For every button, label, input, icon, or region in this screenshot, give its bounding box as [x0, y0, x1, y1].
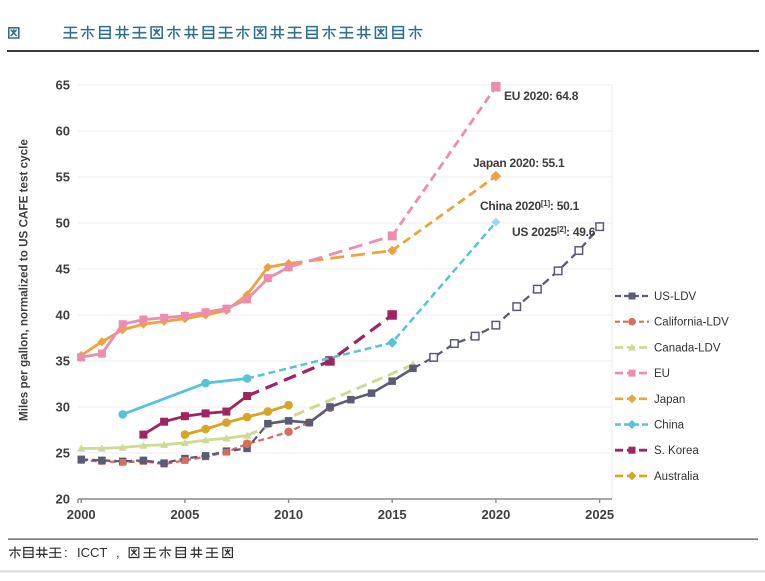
svg-text:ICCT: ICCT [77, 545, 107, 560]
svg-text:California-LDV: California-LDV [654, 317, 729, 329]
svg-text:2005: 2005 [170, 507, 199, 522]
svg-text:Canada-LDV: Canada-LDV [654, 342, 721, 354]
svg-text:2010: 2010 [274, 507, 303, 522]
svg-text:2000: 2000 [67, 507, 96, 522]
svg-text::: : [64, 545, 68, 560]
svg-text:2025: 2025 [585, 507, 614, 522]
svg-text:40: 40 [56, 308, 70, 323]
svg-text:35: 35 [56, 354, 70, 369]
svg-text:EU 2020: 64.8: EU 2020: 64.8 [504, 89, 579, 103]
svg-text:Australia: Australia [654, 471, 699, 483]
svg-text:45: 45 [56, 262, 70, 277]
svg-text:China 2020[1]: 50.1: China 2020[1]: 50.1 [480, 199, 580, 213]
svg-text:China: China [654, 420, 685, 432]
svg-text:65: 65 [56, 78, 70, 93]
svg-text:US-LDV: US-LDV [654, 291, 697, 303]
svg-text:S. Korea: S. Korea [654, 445, 699, 457]
svg-text:,: , [116, 545, 120, 560]
svg-text:55: 55 [56, 170, 70, 185]
svg-text:30: 30 [56, 400, 70, 415]
svg-text:2015: 2015 [378, 507, 407, 522]
svg-text:EU: EU [654, 368, 670, 380]
svg-text:25: 25 [56, 446, 70, 461]
svg-text:50: 50 [56, 216, 70, 231]
svg-text:Japan: Japan [654, 394, 685, 406]
svg-text:US 2025[2]: 49.6: US 2025[2]: 49.6 [512, 225, 596, 239]
svg-text:Japan 2020: 55.1: Japan 2020: 55.1 [473, 156, 565, 170]
svg-text:Miles per gallon, normalized t: Miles per gallon, normalized to US CAFE … [18, 139, 31, 421]
svg-text:2020: 2020 [481, 507, 510, 522]
svg-text:20: 20 [56, 492, 70, 507]
svg-text:60: 60 [56, 124, 70, 139]
